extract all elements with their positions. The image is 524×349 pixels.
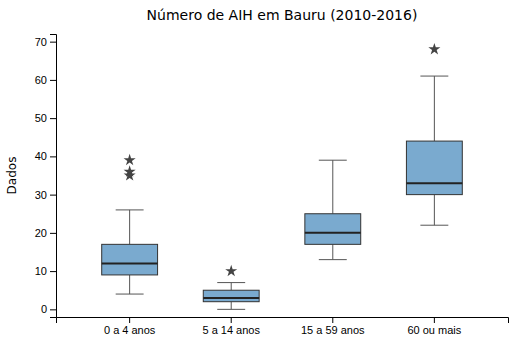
box-group <box>406 43 462 225</box>
y-tick-mark <box>50 80 56 81</box>
box-group <box>305 160 361 259</box>
whisker <box>129 210 130 244</box>
flier <box>225 265 237 276</box>
y-tick: 40 <box>35 150 56 162</box>
flier <box>428 43 440 54</box>
chart: 0 10 20 30 40 50 60 70 0 a 4 anos 5 a 14 anos 15 a… <box>0 0 524 349</box>
box <box>203 290 259 301</box>
whisker-cap <box>319 160 347 161</box>
x-tick-mark <box>332 317 333 323</box>
y-axis-line <box>50 35 57 318</box>
whisker-cap <box>420 225 448 226</box>
y-tick-mark <box>50 156 56 157</box>
whisker-cap <box>116 209 144 210</box>
median <box>406 182 462 184</box>
y-tick-mark <box>50 42 56 43</box>
title: Número de AIH em Bauru (2010-2016) <box>147 7 418 23</box>
y-tick-mark <box>50 233 56 234</box>
whisker <box>231 302 232 310</box>
median <box>203 297 259 299</box>
whisker <box>129 275 130 294</box>
y-tick-label: 40 <box>35 150 47 162</box>
median <box>305 232 361 234</box>
y-tick-label: 60 <box>35 74 47 86</box>
x-axis-line <box>57 318 509 324</box>
y-tick-label: 70 <box>35 36 47 48</box>
x-tick-mark <box>434 317 435 323</box>
y-tick-label: 0 <box>41 303 47 315</box>
x-tick-mark <box>231 317 232 323</box>
x-tick: 5 a 14 anos <box>202 317 260 336</box>
x-tick: 15 a 59 anos <box>301 317 365 336</box>
x-tick: 60 ou mais <box>407 317 461 336</box>
y-axis: 0 10 20 30 40 50 60 70 <box>35 35 57 318</box>
y-tick: 0 <box>41 303 56 315</box>
whisker <box>231 283 232 291</box>
whisker-cap <box>116 294 144 295</box>
whisker-cap <box>217 282 245 283</box>
x-tick-mark <box>129 317 130 323</box>
y-tick: 30 <box>35 189 56 201</box>
plot-area <box>102 43 463 309</box>
whisker-cap <box>420 76 448 77</box>
y-tick-label: 30 <box>35 189 47 201</box>
y-tick: 60 <box>35 74 56 86</box>
y-tick-mark <box>50 195 56 196</box>
y-tick: 10 <box>35 265 56 277</box>
y-axis-title: Dados <box>5 157 19 195</box>
box-group <box>102 154 158 294</box>
x-tick: 0 a 4 anos <box>104 317 156 336</box>
whisker-cap <box>319 259 347 260</box>
y-tick: 20 <box>35 227 56 239</box>
y-tick: 70 <box>35 36 56 48</box>
whisker <box>332 244 333 259</box>
y-tick-label: 50 <box>35 112 47 124</box>
y-tick-mark <box>50 309 56 310</box>
box-group <box>203 265 259 310</box>
x-tick-label: 5 a 14 anos <box>202 324 260 336</box>
y-tick-mark <box>50 118 56 119</box>
y-tick-label: 20 <box>35 227 47 239</box>
y-tick-mark <box>50 271 56 272</box>
whisker <box>434 195 435 226</box>
box <box>305 214 361 245</box>
flier <box>124 154 136 165</box>
flier <box>124 169 136 180</box>
box <box>102 244 158 275</box>
x-tick-label: 0 a 4 anos <box>104 324 156 336</box>
median <box>102 262 158 264</box>
y-tick-label: 10 <box>35 265 47 277</box>
x-tick-label: 60 ou mais <box>407 324 461 336</box>
x-axis: 0 a 4 anos 5 a 14 anos 15 a 59 anos 60 ou m… <box>57 317 509 336</box>
whisker-cap <box>217 309 245 310</box>
whisker <box>332 160 333 214</box>
box <box>406 141 462 195</box>
whisker <box>434 76 435 141</box>
y-tick: 50 <box>35 112 56 124</box>
x-tick-label: 15 a 59 anos <box>301 324 365 336</box>
